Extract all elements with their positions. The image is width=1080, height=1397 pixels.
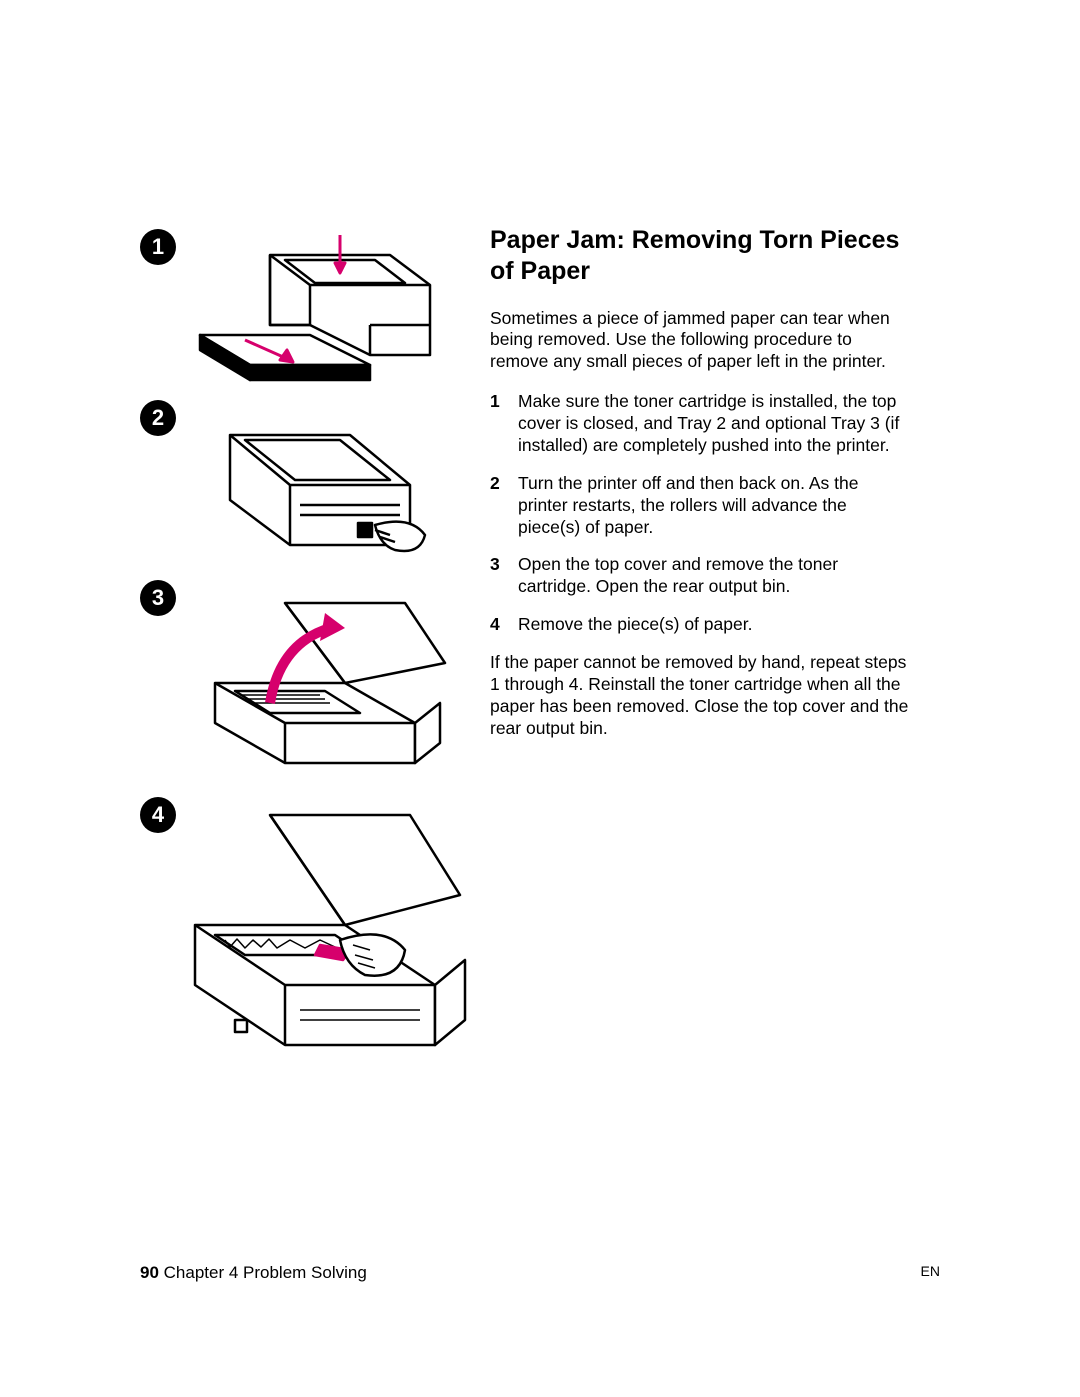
step-item: 4 Remove the piece(s) of paper. (490, 614, 910, 636)
intro-paragraph: Sometimes a piece of jammed paper can te… (490, 308, 910, 374)
step-badge-3: 3 (140, 580, 176, 616)
illustration-1 (190, 225, 440, 385)
illustration-column: 1 (140, 225, 460, 740)
step-text: Open the top cover and remove the toner … (518, 554, 910, 598)
illustration-3 (185, 573, 455, 773)
page-content: 1 (140, 225, 940, 740)
step-number: 4 (490, 614, 500, 636)
step-number: 1 (490, 391, 500, 457)
step-text: Turn the printer off and then back on. A… (518, 473, 910, 539)
illustration-2 (210, 395, 440, 565)
step-item: 2 Turn the printer off and then back on. … (490, 473, 910, 539)
illustration-4 (155, 785, 475, 1065)
step-badge-2: 2 (140, 400, 176, 436)
step-number: 2 (490, 473, 500, 539)
step-item: 3 Open the top cover and remove the toner… (490, 554, 910, 598)
chapter-label: Chapter 4 Problem Solving (159, 1263, 367, 1282)
step-item: 1 Make sure the toner cartridge is instal… (490, 391, 910, 457)
heading: Paper Jam: Removing Torn Pieces of Paper (490, 225, 910, 288)
step-text: Remove the piece(s) of paper. (518, 614, 752, 636)
page-footer: 90 Chapter 4 Problem Solving EN (140, 1263, 940, 1283)
footer-lang: EN (921, 1263, 940, 1283)
step-text: Make sure the toner cartridge is install… (518, 391, 910, 457)
footer-left: 90 Chapter 4 Problem Solving (140, 1263, 367, 1283)
step-number: 3 (490, 554, 500, 598)
outro-paragraph: If the paper cannot be removed by hand, … (490, 652, 910, 740)
page-number: 90 (140, 1263, 159, 1282)
text-column: Paper Jam: Removing Torn Pieces of Paper… (490, 225, 910, 740)
step-badge-1: 1 (140, 229, 176, 265)
step-list: 1 Make sure the toner cartridge is instal… (490, 391, 910, 636)
